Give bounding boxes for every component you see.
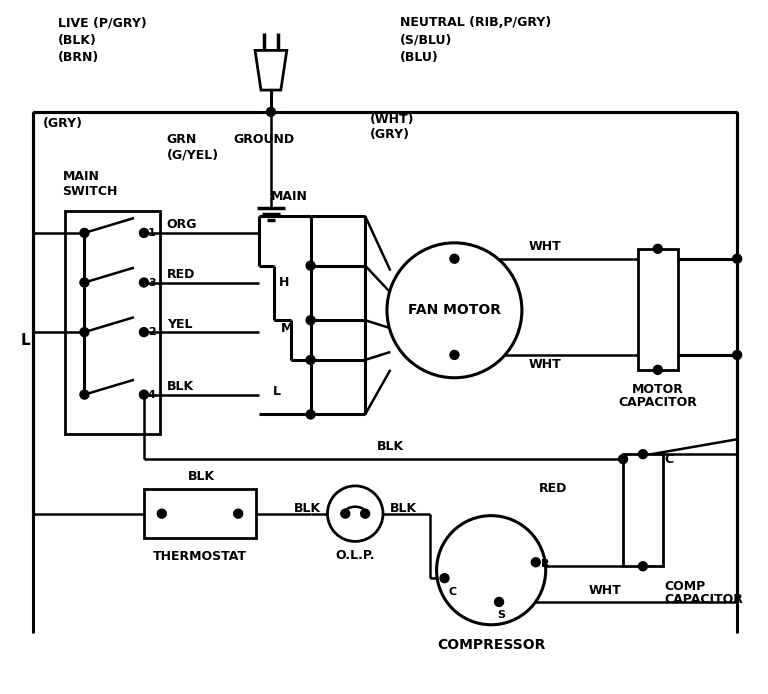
Text: CAPACITOR: CAPACITOR [665,593,743,607]
Text: R: R [541,559,549,569]
Bar [638,248,677,370]
Text: YEL: YEL [167,318,192,330]
Circle shape [387,243,522,378]
Text: MAIN: MAIN [63,170,100,183]
Text: RED: RED [538,482,567,496]
Circle shape [733,254,742,263]
Text: SWITCH: SWITCH [63,185,118,198]
Text: H: H [279,276,290,289]
Circle shape [361,509,369,518]
Text: CAPACITOR: CAPACITOR [618,396,697,409]
Text: WHT: WHT [588,584,621,597]
Text: 4: 4 [148,389,156,400]
Text: (G/YEL): (G/YEL) [167,148,219,161]
Text: RED: RED [167,268,195,281]
Circle shape [495,598,504,607]
Circle shape [140,228,148,237]
Text: WHT: WHT [529,358,561,371]
Text: NEUTRAL (RIB,P/GRY): NEUTRAL (RIB,P/GRY) [400,16,551,29]
Bar [144,489,256,539]
Text: COMPRESSOR: COMPRESSOR [437,638,545,652]
Circle shape [733,350,742,359]
Circle shape [80,390,89,399]
Text: BLK: BLK [188,471,215,484]
Circle shape [80,278,89,287]
Circle shape [266,108,276,117]
Circle shape [450,254,459,263]
Text: GRN: GRN [167,133,197,146]
Text: 2: 2 [148,327,156,337]
Circle shape [157,509,166,518]
Text: (GRY): (GRY) [43,117,83,130]
Text: L: L [273,385,281,398]
Text: (GRY): (GRY) [370,128,410,141]
Circle shape [654,365,662,374]
Circle shape [531,558,540,567]
Text: MAIN: MAIN [271,189,308,203]
Circle shape [140,390,148,399]
Bar [623,454,663,566]
Circle shape [654,244,662,253]
Text: BLK: BLK [167,380,194,393]
Circle shape [306,355,315,364]
Text: (WHT): (WHT) [370,113,415,126]
Circle shape [638,561,647,570]
Circle shape [327,486,383,541]
Circle shape [306,410,315,419]
Text: LIVE (P/GRY): LIVE (P/GRY) [58,16,147,29]
Text: GROUND: GROUND [233,133,294,146]
Circle shape [341,509,349,518]
Text: (BLU): (BLU) [400,51,439,64]
Text: FAN MOTOR: FAN MOTOR [408,303,501,317]
Text: M: M [281,321,293,335]
Circle shape [140,278,148,287]
Circle shape [450,350,459,359]
Text: 1: 1 [148,228,156,238]
Polygon shape [255,51,286,90]
Text: (BRN): (BRN) [58,51,99,64]
Text: O.L.P.: O.L.P. [336,549,375,562]
Text: 3: 3 [148,278,156,287]
Text: C: C [665,452,674,466]
Circle shape [440,574,449,582]
Text: THERMOSTAT: THERMOSTAT [153,550,247,563]
Circle shape [638,450,647,459]
Circle shape [306,261,315,270]
Circle shape [306,316,315,325]
Text: C: C [449,587,457,597]
Circle shape [233,509,243,518]
Text: ORG: ORG [167,219,197,232]
Circle shape [80,228,89,237]
Text: (BLK): (BLK) [58,34,97,47]
Text: BLK: BLK [293,502,320,515]
Bar [65,211,160,434]
Circle shape [436,516,546,625]
Text: L: L [21,332,31,348]
Text: BLK: BLK [376,440,403,452]
Circle shape [618,455,627,464]
Text: S: S [497,610,505,620]
Circle shape [140,328,148,337]
Text: BLK: BLK [390,502,417,515]
Text: (S/BLU): (S/BLU) [400,34,452,47]
Text: MOTOR: MOTOR [632,383,684,396]
Circle shape [80,328,89,337]
Text: COMP: COMP [665,579,706,593]
Text: WHT: WHT [529,240,561,253]
